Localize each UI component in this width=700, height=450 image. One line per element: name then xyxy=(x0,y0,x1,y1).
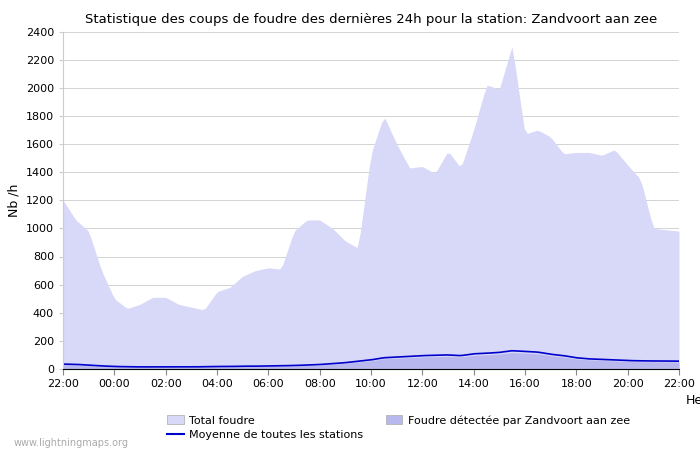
Title: Statistique des coups de foudre des dernières 24h pour la station: Zandvoort aan: Statistique des coups de foudre des dern… xyxy=(85,13,657,26)
Text: www.lightningmaps.org: www.lightningmaps.org xyxy=(14,438,129,448)
Text: Heure: Heure xyxy=(686,394,700,407)
Legend: Total foudre, Moyenne de toutes les stations, Foudre détectée par Zandvoort aan : Total foudre, Moyenne de toutes les stat… xyxy=(167,415,630,441)
Y-axis label: Nb /h: Nb /h xyxy=(7,184,20,217)
